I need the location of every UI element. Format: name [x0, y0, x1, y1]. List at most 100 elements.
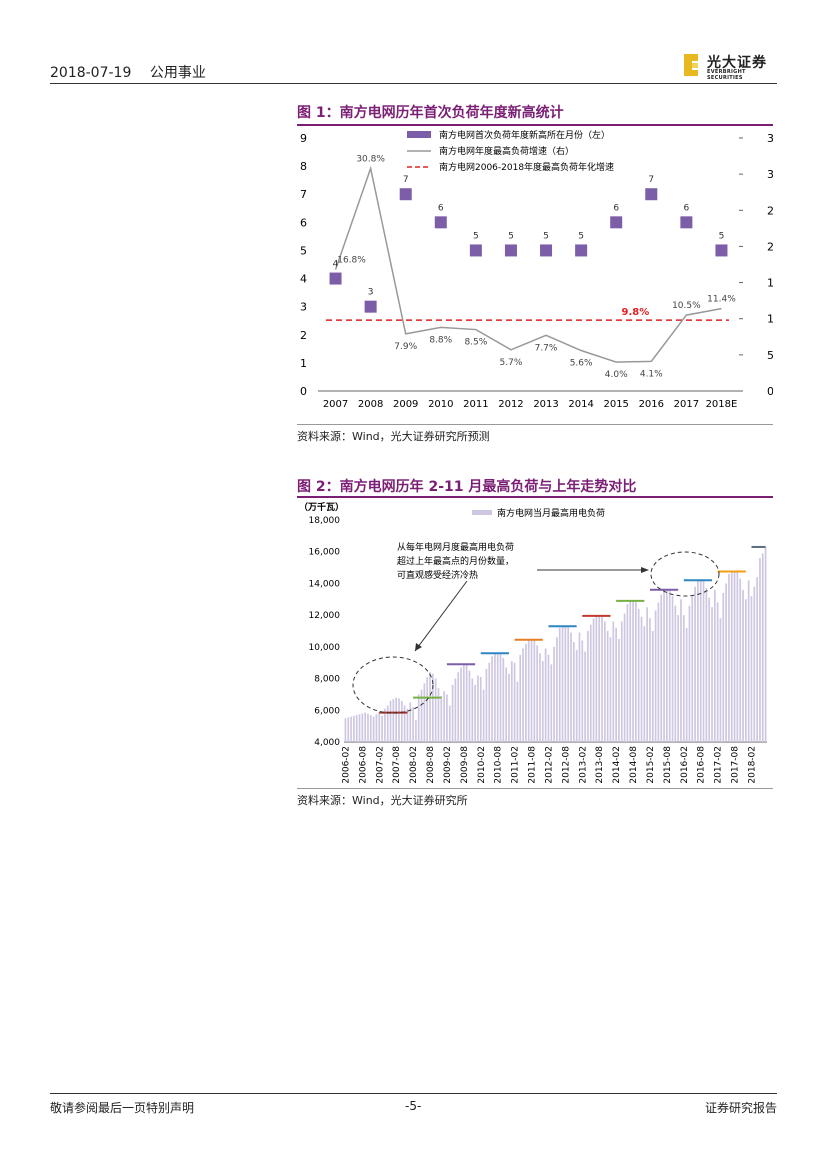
monthly-peak-load-bar: [632, 600, 634, 742]
monthly-peak-load-bar: [713, 589, 716, 742]
monthly-peak-load-bar: [745, 599, 747, 742]
monthly-peak-load-bar: [618, 638, 620, 742]
monthly-peak-load-bar: [561, 626, 564, 742]
growth-rate-data-label: 5.7%: [500, 358, 523, 368]
x-tick-label: 2010: [428, 399, 453, 410]
monthly-peak-load-bar: [369, 715, 372, 742]
y-left-tick-label: 8: [300, 160, 307, 173]
x-tick-label: 2010-02: [477, 746, 487, 784]
x-tick-label: 2014-08: [629, 746, 639, 784]
monthly-peak-load-bar: [595, 615, 598, 742]
monthly-peak-load-bar: [711, 607, 713, 742]
monthly-peak-load-bar: [457, 672, 460, 742]
annotation-ellipse-recent: [650, 551, 720, 597]
annotation-ellipse-early: [352, 656, 434, 714]
legend-label-growth: 南方电网年度最高负荷增速（右）: [439, 145, 574, 157]
monthly-peak-load-bar: [575, 650, 578, 742]
monthly-peak-load-bar: [398, 698, 400, 742]
first-peak-month-data-label: 4: [333, 260, 339, 270]
monthly-peak-load-bar: [446, 694, 448, 742]
monthly-peak-load-bar: [592, 618, 595, 742]
monthly-peak-load-bar: [747, 580, 750, 742]
y-left-tick-label: 2: [300, 329, 307, 342]
y-right-tick-label: 30%: [767, 168, 773, 181]
header-divider: [50, 83, 777, 84]
growth-rate-data-label: 4.1%: [640, 369, 663, 379]
y-axis-unit-label: （万千瓦）: [299, 501, 344, 513]
y-left-tick-label: 9: [300, 132, 307, 145]
x-tick-label: 2017-08: [731, 746, 741, 784]
monthly-peak-load-bar: [643, 626, 646, 742]
monthly-peak-load-bar: [578, 632, 581, 742]
figure2-chart: （万千瓦） 4,000 6,000 8,000 10,000 12,000 14,000 16…: [299, 501, 767, 784]
monthly-peak-load-bar: [516, 681, 519, 742]
y-right-tick-label: 5%: [767, 349, 773, 362]
x-tick-label: 2013-02: [578, 746, 588, 784]
growth-rate-data-label: 30.8%: [356, 154, 385, 164]
monthly-peak-load-bar: [499, 653, 502, 742]
monthly-peak-load-bar: [649, 618, 651, 742]
monthly-peak-load-bar: [510, 661, 513, 742]
monthly-peak-load-bar: [728, 573, 730, 742]
monthly-peak-load-bar: [702, 581, 705, 742]
y-left-tick-label: 4: [300, 273, 307, 286]
growth-rate-data-label: 8.8%: [429, 335, 452, 345]
figure1-title-rule: [297, 124, 773, 126]
monthly-peak-load-bar: [409, 702, 412, 742]
monthly-peak-load-bar: [556, 637, 558, 742]
first-peak-month-marker: [610, 216, 623, 229]
monthly-peak-load-bar: [716, 602, 719, 742]
x-tick-label: 2012-08: [561, 746, 571, 784]
first-peak-month-marker: [680, 216, 693, 229]
monthly-peak-load-bar: [505, 667, 507, 742]
y-tick-label: 8,000: [314, 675, 340, 685]
y-tick-label: 4,000: [314, 738, 340, 748]
report-sector: 公用事业: [149, 65, 206, 81]
first-peak-month-data-label: 6: [438, 203, 444, 213]
monthly-peak-load-bar: [420, 689, 423, 742]
monthly-peak-load-bar: [437, 688, 440, 742]
first-peak-month-data-label: 5: [508, 231, 514, 241]
monthly-peak-load-bar: [415, 719, 417, 742]
monthly-peak-load-bar: [657, 602, 660, 742]
x-tick-label: 2008: [358, 399, 383, 410]
x-tick-label: 2006-02: [341, 746, 351, 784]
monthly-peak-load-bar: [553, 646, 555, 742]
x-tick-label: 2012-02: [544, 746, 554, 784]
first-peak-month-data-label: 3: [368, 288, 374, 298]
monthly-peak-load-bar: [654, 610, 657, 742]
monthly-peak-load-bar: [361, 713, 364, 742]
x-tick-label: 2011-08: [528, 746, 538, 784]
monthly-peak-load-bar: [609, 637, 612, 742]
y-right-tick-label: 35%: [767, 132, 773, 145]
monthly-peak-load-bar: [671, 596, 674, 742]
monthly-peak-load-bar: [474, 684, 476, 742]
first-peak-month-data-label: 7: [648, 175, 654, 185]
y-tick-label: 6,000: [314, 706, 340, 716]
x-tick-label: 2016: [639, 399, 664, 410]
growth-rate-data-label: 8.5%: [464, 338, 487, 348]
report-date: 2018-07-19: [50, 65, 132, 81]
y-tick-label: 10,000: [309, 643, 341, 653]
monthly-peak-load-bar: [682, 615, 685, 742]
monthly-peak-load-bar: [626, 604, 629, 742]
monthly-peak-load-bar: [378, 711, 381, 742]
monthly-peak-load-bar: [558, 627, 561, 742]
monthly-peak-load-bar: [392, 699, 395, 742]
monthly-peak-load-bar: [536, 645, 539, 742]
monthly-peak-load-bar: [629, 600, 632, 742]
monthly-peak-load-bar: [725, 583, 727, 742]
monthly-peak-load-bar: [764, 546, 767, 742]
first-peak-month-data-label: 5: [473, 231, 479, 241]
first-peak-month-marker: [399, 188, 412, 201]
growth-rate-line: [334, 165, 722, 363]
x-tick-label: 2015-02: [646, 746, 656, 784]
monthly-peak-load-bar: [640, 616, 643, 742]
monthly-peak-load-bar: [587, 631, 589, 742]
monthly-peak-load-bar: [550, 664, 553, 742]
y-tick-label: 14,000: [309, 579, 341, 589]
monthly-peak-load-bar: [601, 616, 603, 742]
monthly-peak-load-bar: [434, 678, 437, 742]
legend-swatch-peak-month: [407, 131, 431, 138]
figure2-source: 资料来源：Wind，光大证券研究所: [297, 794, 468, 807]
